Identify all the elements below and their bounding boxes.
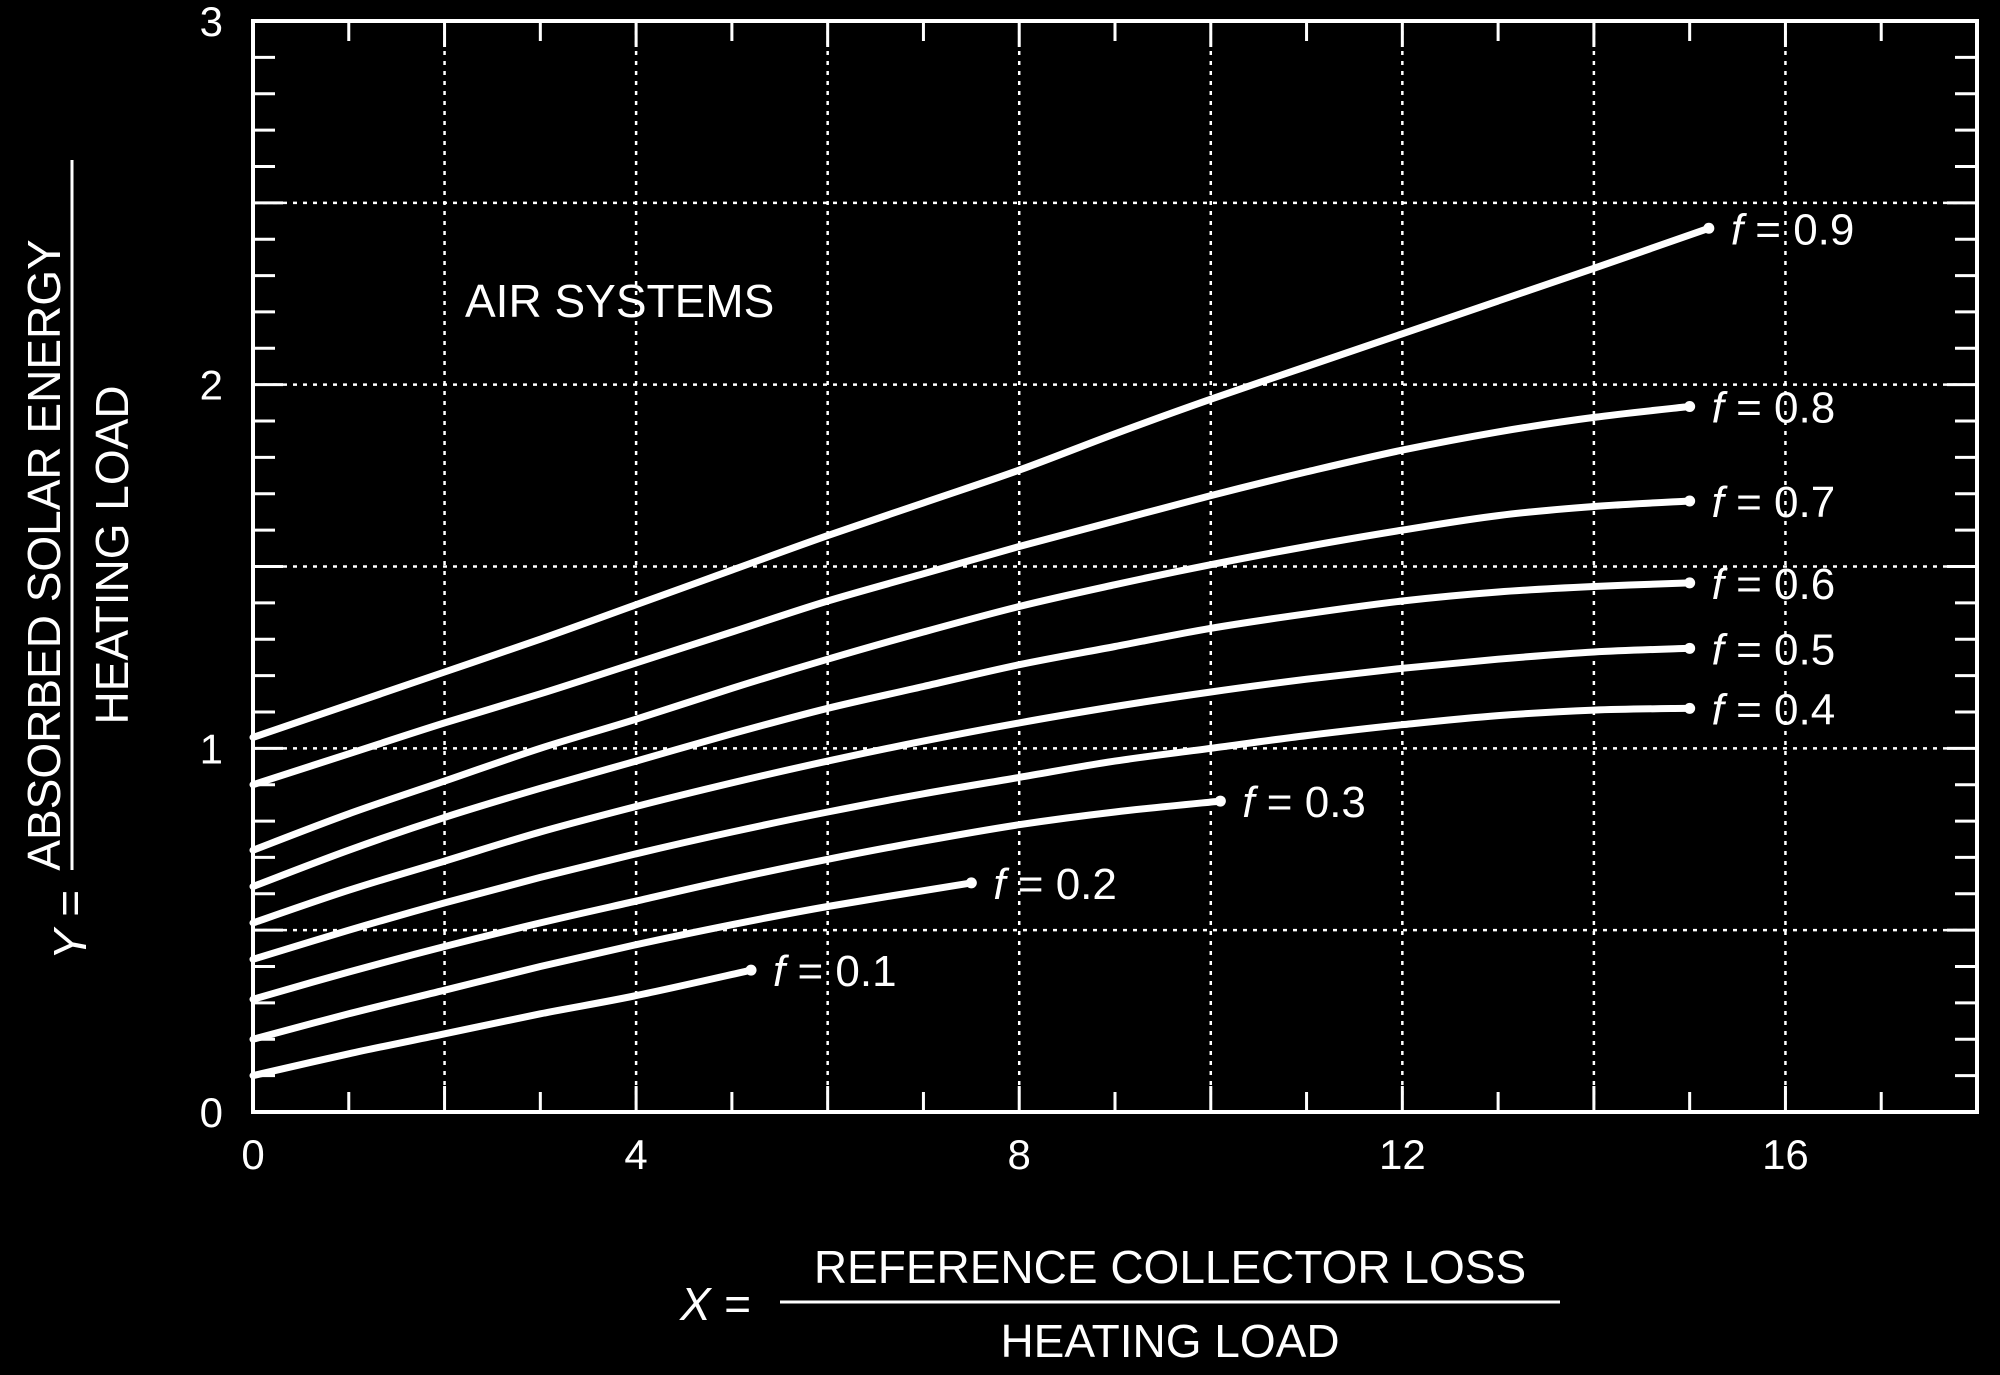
y-tick-label: 1: [200, 725, 223, 772]
series-endpoint-7: [1684, 400, 1696, 412]
series-label-0: f = 0.1: [773, 947, 897, 996]
series-label-1: f = 0.2: [993, 860, 1117, 909]
x-axis-label: X = REFERENCE COLLECTOR LOSS HEATING LOA…: [679, 1241, 1560, 1367]
series-endpoint-6: [1684, 495, 1696, 507]
series-line-0: [249, 966, 755, 1080]
series-line-3: [249, 704, 1694, 963]
series-line-2: [249, 797, 1224, 1003]
series-lines: [249, 222, 1715, 1080]
annotation-air-systems: AIR SYSTEMS: [465, 275, 774, 327]
x-tick-label: 0: [241, 1131, 264, 1178]
y-axis-label: Y = ABSORBED SOLAR ENERGY HEATING LOAD: [18, 160, 138, 960]
plot-frame: [251, 19, 1979, 1114]
y-axis-label-numerator: ABSORBED SOLAR ENERGY: [18, 239, 70, 870]
x-axis-label-prefix: X =: [679, 1278, 750, 1330]
series-line-6: [249, 497, 1694, 854]
series-label-6: f = 0.7: [1712, 478, 1836, 527]
y-tick-label: 3: [200, 0, 223, 45]
y-axis-label-denominator: HEATING LOAD: [86, 385, 138, 724]
series-line-1: [249, 879, 975, 1043]
x-tick-label: 8: [1008, 1131, 1031, 1178]
series-endpoint-1: [965, 877, 977, 889]
series-line-5: [249, 579, 1694, 890]
series-label-3: f = 0.4: [1712, 685, 1836, 734]
grid: [253, 21, 1977, 1112]
y-tick-label: 2: [200, 362, 223, 409]
x-tick-label: 12: [1379, 1131, 1426, 1178]
series-endpoint-2: [1214, 795, 1226, 807]
series-label-2: f = 0.3: [1242, 778, 1366, 827]
series-line-7: [249, 403, 1694, 789]
x-axis-label-numerator: REFERENCE COLLECTOR LOSS: [814, 1241, 1526, 1293]
x-tick-label: 4: [624, 1131, 647, 1178]
series-line-8: [249, 224, 1713, 741]
series-line-4: [249, 644, 1694, 927]
series-endpoint-5: [1684, 577, 1696, 589]
series-endpoint-3: [1684, 702, 1696, 714]
y-tick-label: 0: [200, 1089, 223, 1136]
series-endpoint-0: [745, 964, 757, 976]
series-label-4: f = 0.5: [1712, 625, 1836, 674]
series-label-8: f = 0.9: [1731, 205, 1855, 254]
series-labels: f = 0.1 f = 0.2 f = 0.3 f = 0.4 f = 0.5 f = 0…: [773, 205, 1854, 996]
series-endpoint-4: [1684, 642, 1696, 654]
x-tick-label: 16: [1762, 1131, 1809, 1178]
y-axis-label-prefix: Y =: [44, 891, 96, 961]
series-label-7: f = 0.8: [1712, 383, 1836, 432]
series-label-5: f = 0.6: [1712, 560, 1836, 609]
x-axis-label-denominator: HEATING LOAD: [1000, 1315, 1339, 1367]
series-endpoint-8: [1703, 222, 1715, 234]
